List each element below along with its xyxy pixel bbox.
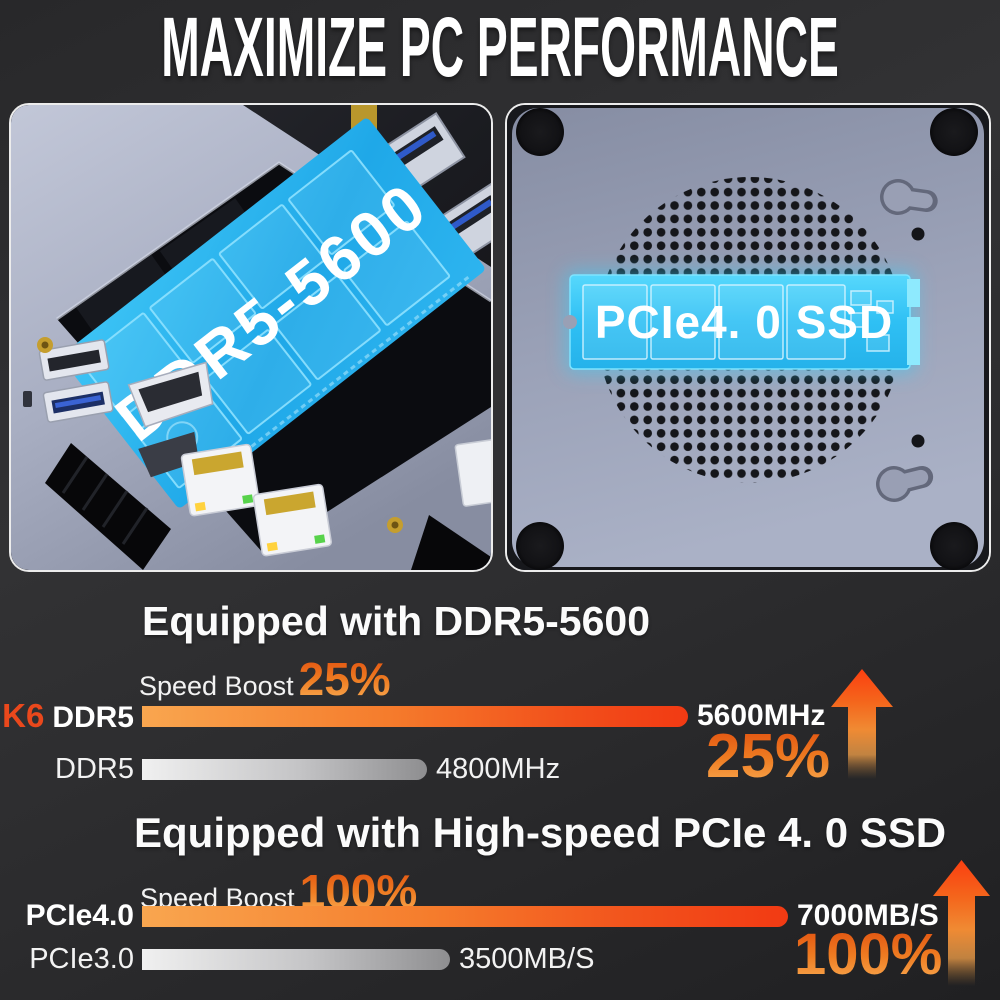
screw-hole bbox=[911, 434, 925, 448]
bar-row-ddr5: DDR5 4800MHz bbox=[0, 752, 561, 785]
keyhole-mount-top bbox=[880, 179, 938, 215]
bar-value-label: 7000MB/S bbox=[797, 899, 939, 932]
brand-label: K6 bbox=[2, 697, 45, 734]
screw-hole bbox=[911, 227, 925, 241]
rubber-feet bbox=[516, 108, 978, 570]
bar-pcie3 bbox=[142, 948, 450, 970]
front-io-ports bbox=[23, 339, 491, 557]
growth-arrow-icon bbox=[933, 860, 990, 986]
vent-grilles bbox=[45, 443, 491, 570]
internal-view-illustration: DDR5-5600 bbox=[11, 105, 491, 570]
bar-row-k6-ddr5: K6 DDR5 5600MHz bbox=[0, 699, 826, 733]
bar-row-pcie3: PCIe3.0 3500MB/S bbox=[0, 942, 595, 975]
ethernet-port bbox=[180, 443, 261, 517]
bar-category-label: DDR5 bbox=[52, 701, 134, 734]
page-title: MAXIMIZE PC PERFORMANCE bbox=[0, 0, 1000, 94]
bar-value-label: 3500MB/S bbox=[459, 942, 595, 975]
bar-value-label: 4800MHz bbox=[436, 752, 561, 785]
bar-row-pcie4: PCIe4.0 7000MB/S bbox=[0, 899, 939, 932]
page-title-text: MAXIMIZE PC PERFORMANCE bbox=[161, 0, 839, 94]
photo-bottom-view: PCIe4. 0 SSD bbox=[505, 103, 991, 572]
ssd-screw-notch bbox=[563, 315, 577, 329]
bar-pcie4 bbox=[142, 905, 788, 927]
speed-boost-label: Speed Boost bbox=[139, 671, 294, 701]
keyhole-mount-bottom bbox=[876, 465, 934, 502]
bar-label-box: DDR5 bbox=[0, 752, 142, 785]
bar-label-box: K6 DDR5 bbox=[0, 699, 142, 733]
big-percent-pcie: 100% bbox=[794, 922, 943, 987]
big-percent-ddr5: 25% bbox=[706, 722, 831, 791]
photo-internal-view: DDR5-5600 bbox=[9, 103, 493, 572]
side-port-white bbox=[454, 439, 491, 507]
bar-category-label: PCIe4.0 bbox=[25, 899, 134, 932]
bar-label-box: PCIe4.0 bbox=[0, 901, 142, 931]
bar-label-box: PCIe3.0 bbox=[0, 942, 142, 975]
section-heading-pcie: Equipped with High-speed PCIe 4. 0 SSD bbox=[134, 809, 947, 856]
bar-category-label: DDR5 bbox=[55, 752, 134, 785]
lock-slot-icon bbox=[23, 391, 32, 407]
speed-boost-ddr5: Speed Boost 25% bbox=[139, 656, 391, 704]
section-heading-ddr5: Equipped with DDR5-5600 bbox=[142, 598, 651, 644]
gold-standoffs bbox=[37, 337, 403, 533]
hdmi-port bbox=[127, 361, 214, 428]
usb-a-port bbox=[38, 339, 110, 381]
ddr5-memory-module: DDR5-5600 bbox=[61, 118, 485, 508]
ethernet-port bbox=[252, 483, 333, 557]
pcie-ssd-module: PCIe4. 0 SSD bbox=[563, 274, 920, 370]
bar-k6-ddr5 bbox=[142, 705, 688, 727]
usb-a-port-blue bbox=[42, 381, 114, 423]
bottom-view-illustration: PCIe4. 0 SSD bbox=[507, 105, 989, 570]
speed-boost-value: 25% bbox=[298, 653, 391, 705]
bar-value-label: 5600MHz bbox=[697, 699, 826, 732]
growth-arrow-icon bbox=[831, 669, 893, 779]
bar-category-label: PCIe3.0 bbox=[29, 942, 134, 975]
bar-ddr5 bbox=[142, 758, 427, 780]
ssd-label: PCIe4. 0 SSD bbox=[595, 296, 893, 348]
